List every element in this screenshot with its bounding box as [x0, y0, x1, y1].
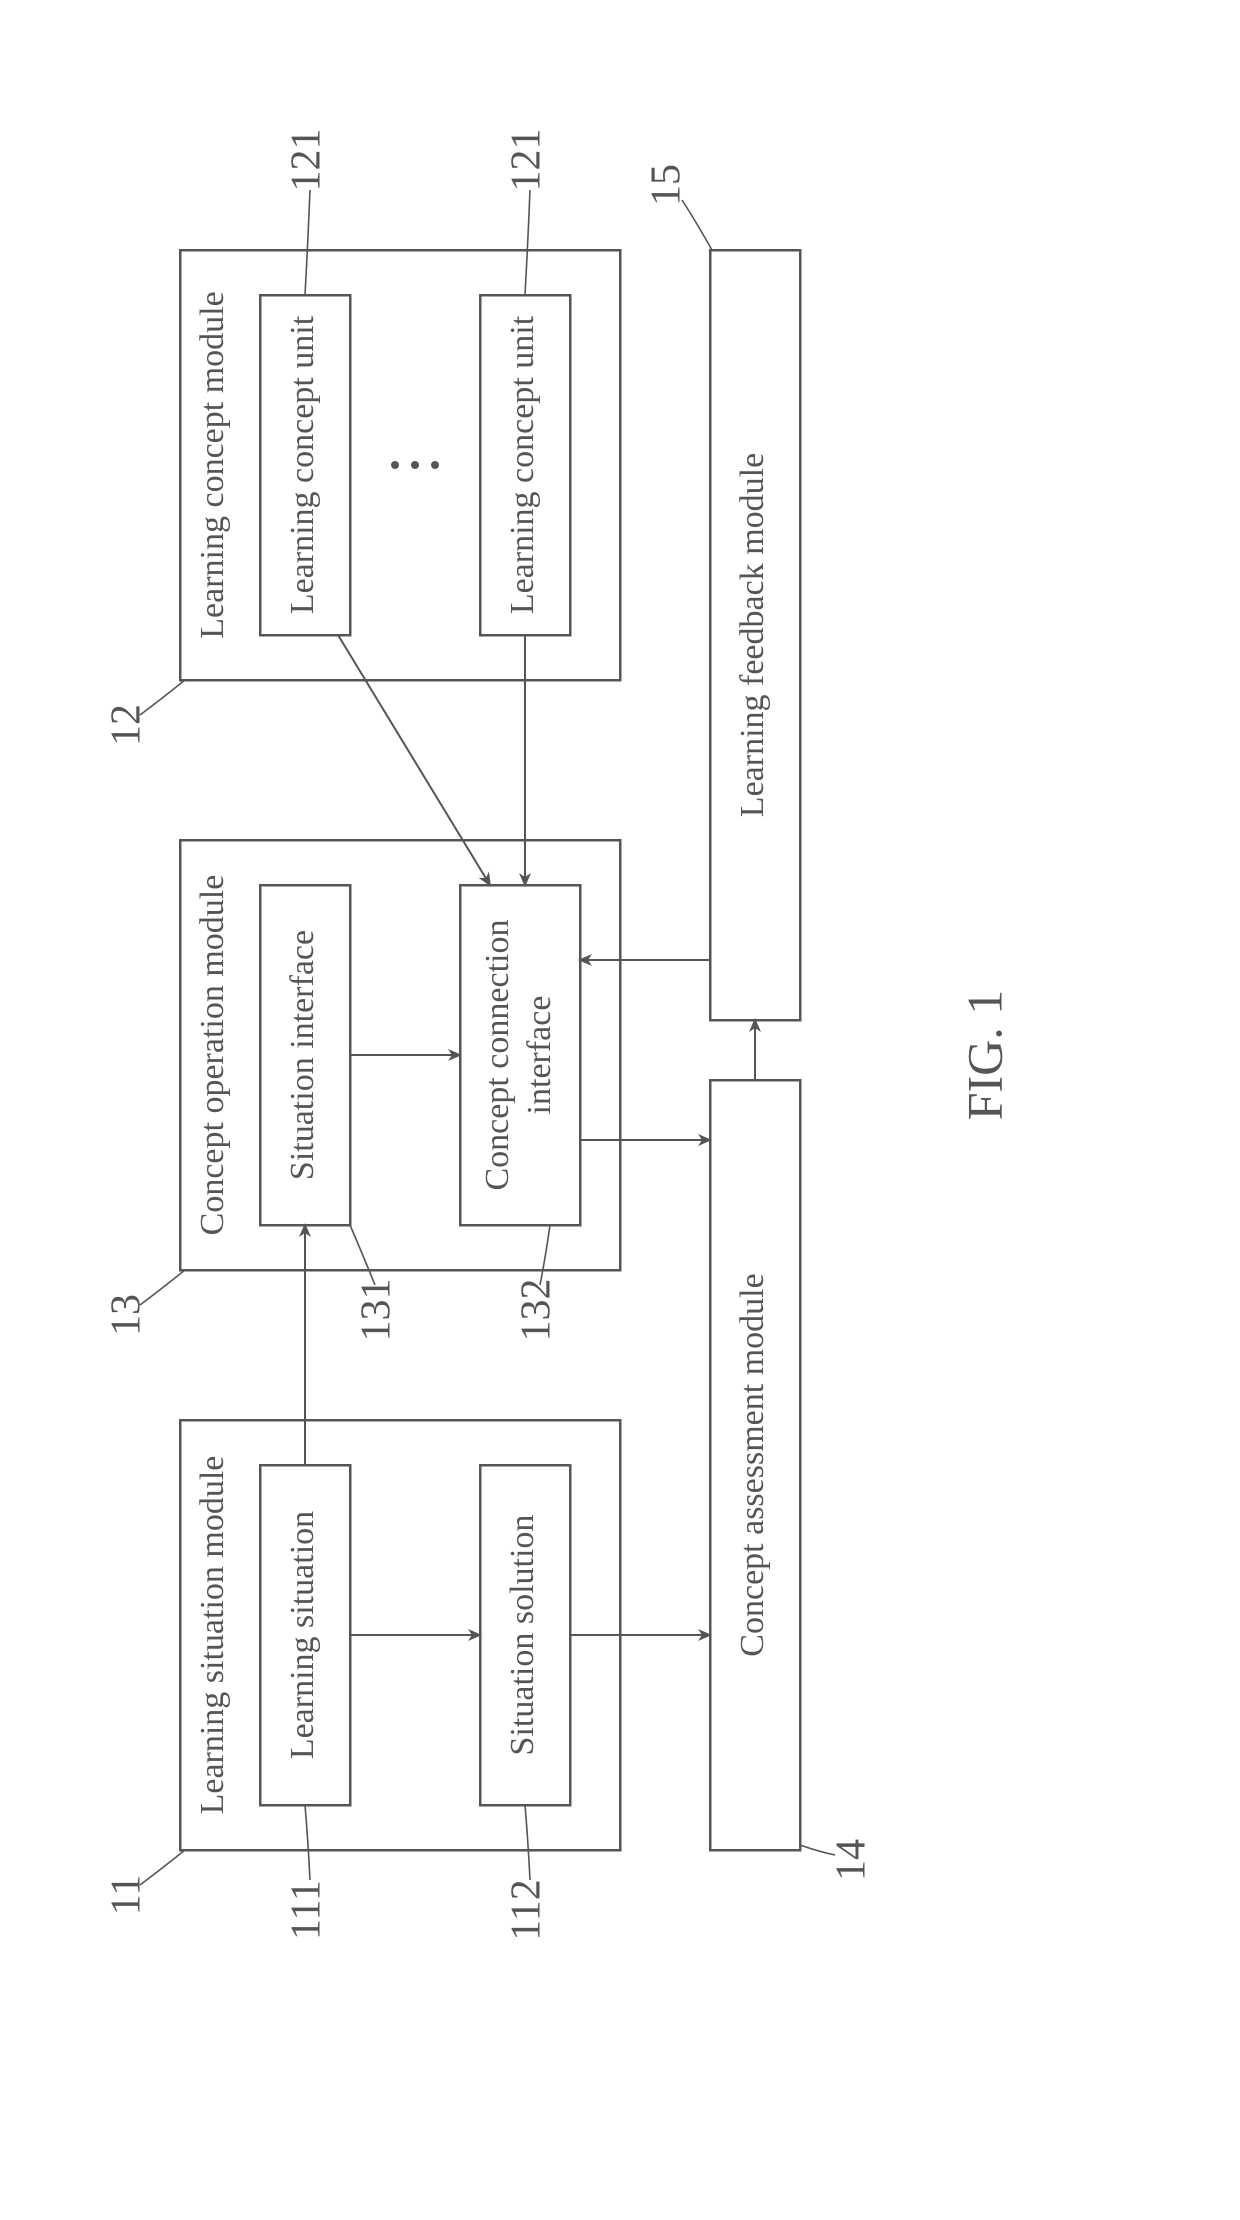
concept-operation-title: Concept operation module	[194, 875, 231, 1236]
learning-situation-module: Learning situation module 11 Learning si…	[104, 1420, 620, 1941]
learning-feedback-label: Learning feedback module	[734, 453, 771, 817]
ref-13: 13	[104, 1294, 150, 1336]
ref-112: 112	[504, 1879, 550, 1940]
learning-concept-module: Learning concept module 12 Learning conc…	[104, 129, 620, 747]
ref-132: 132	[514, 1279, 560, 1342]
ref-121-bottom: 121	[504, 129, 550, 192]
ref-12: 12	[104, 704, 150, 746]
concept-connection-label-l2: interface	[521, 996, 558, 1115]
ref-11: 11	[104, 1875, 150, 1915]
situation-solution-label: Situation solution	[504, 1515, 541, 1756]
diagram-svg: Learning situation module 11 Learning si…	[90, 160, 1150, 2060]
situation-interface-label: Situation interface	[284, 930, 321, 1180]
concept-connection-label-l1: Concept connection	[479, 920, 516, 1191]
ref-111: 111	[284, 1880, 330, 1940]
figure-label: FIG. 1	[956, 990, 1012, 1121]
learning-feedback-module: Learning feedback module 15	[644, 164, 800, 1020]
ref-131: 131	[354, 1279, 400, 1342]
figure-canvas: Learning situation module 11 Learning si…	[0, 0, 1240, 2220]
learning-situation-title: Learning situation module	[194, 1456, 231, 1815]
ref-14: 14	[829, 1839, 875, 1881]
ref-121-top: 121	[284, 129, 330, 192]
learning-concept-title: Learning concept module	[194, 291, 231, 638]
concept-operation-module: Concept operation module 13 Situation in…	[104, 840, 620, 1342]
concept-assessment-module: Concept assessment module 14	[710, 1080, 875, 1881]
rotated-diagram: Learning situation module 11 Learning si…	[90, 160, 1150, 2060]
concept-assessment-label: Concept assessment module	[734, 1273, 771, 1656]
learning-concept-unit-top-label: Learning concept unit	[284, 315, 321, 614]
arrow-121top-to-132	[338, 635, 490, 885]
learning-situation-unit-label: Learning situation	[284, 1511, 321, 1759]
learning-concept-unit-bottom-label: Learning concept unit	[504, 315, 541, 614]
ref-15: 15	[644, 164, 690, 206]
